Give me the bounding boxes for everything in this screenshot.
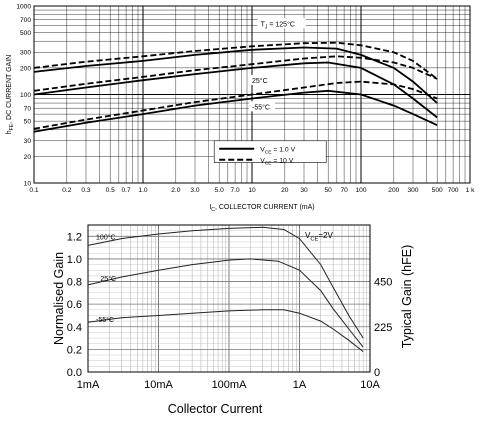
annotation-bg [249, 101, 275, 112]
x-tick-label: 20 [281, 187, 289, 194]
grid [87, 224, 371, 373]
x-tick-label: 30 [300, 187, 308, 194]
y-tick-label: 500 [20, 30, 31, 37]
y-tick-label: 0.2 [67, 344, 82, 356]
x-tick-label: 10 [248, 187, 256, 194]
x-tick-label: 5.0 [215, 187, 224, 194]
y-tick-label: 30 [24, 138, 32, 145]
vce-condition-label: VCE=2V [305, 231, 333, 242]
y-axis-label-right: Typical Gain (hFE) [400, 245, 414, 349]
x-tick-label: 200 [388, 187, 399, 194]
y-tick-label: 0.6 [67, 299, 82, 311]
temperature-annotation: -55°C [96, 316, 114, 324]
y-tick-label: 100 [20, 92, 31, 99]
x-tick-label: 0.5 [106, 187, 115, 194]
legend-box [213, 140, 327, 163]
y-tick-label: 700 [20, 17, 31, 24]
legend-label: VCE = 10 V [260, 157, 294, 166]
y-tick-label: 20 [24, 154, 32, 161]
x-tick-label: 0.1 [29, 187, 38, 194]
series-line--55-dashed [33, 80, 438, 130]
legend-label: VCE = 1.0 V [260, 146, 295, 155]
x-tick-label: 10A [360, 379, 380, 391]
right-tick-label: 225 [374, 322, 392, 334]
x-tick-label: 100 [355, 187, 366, 194]
series-line-0 [87, 226, 364, 339]
x-tick-label: 700 [448, 187, 459, 194]
x-tick-label: 0.2 [62, 187, 71, 194]
x-tick-label: 1A [293, 379, 307, 391]
temperature-annotation: 25°C [252, 77, 268, 85]
x-tick-label: 1.0 [138, 187, 147, 194]
y-tick-label: 300 [20, 50, 31, 57]
series-line-25-dashed [33, 55, 438, 92]
y-tick-label: 0.8 [67, 277, 82, 289]
temperature-annotation: -55°C [252, 103, 270, 111]
right-tick-label: 450 [374, 277, 392, 289]
x-tick-label: 70 [340, 187, 348, 194]
y-tick-label: 1000 [16, 3, 31, 10]
x-tick-label: 50 [325, 187, 333, 194]
x-tick-label: 100mA [212, 379, 248, 391]
y-axis-label: hFE, DC CURRENT GAIN [6, 55, 15, 134]
x-tick-label: 500 [432, 187, 443, 194]
x-tick-label: 0.7 [122, 187, 131, 194]
x-tick-label: 10mA [144, 379, 173, 391]
annotation-bg [249, 74, 275, 85]
y-tick-label: 1.2 [67, 231, 82, 243]
x-tick-label: 3.0 [190, 187, 199, 194]
series-line-125-solid [33, 46, 438, 104]
x-tick-label: 7.0 [231, 187, 240, 194]
y-tick-label: 0.4 [67, 322, 82, 334]
series-line-125-dashed [33, 41, 438, 80]
x-tick-label: 2.0 [171, 187, 180, 194]
annotation-bg [257, 18, 306, 29]
x-tick-label: 1mA [77, 379, 100, 391]
temperature-annotation: TJ = 125°C [261, 20, 295, 30]
x-axis-label: Collector Current [168, 402, 263, 416]
plot-frame [87, 224, 371, 373]
x-tick-label: 0.3 [81, 187, 90, 194]
series-line--55-solid [33, 89, 438, 133]
temperature-annotation: 100°C [96, 233, 116, 241]
x-axis-label: IC, COLLECTOR CURRENT (mA) [209, 204, 314, 213]
right-tick-label: 0 [374, 367, 380, 379]
series-line-2 [87, 309, 364, 352]
y-tick-label: 50 [24, 119, 32, 126]
dc-current-gain-chart: 0.1 0.2 0.3 0.5 0.7 1.0 2.0 3.0 5.0 7.0 10 20 30 50 70… [6, 3, 475, 213]
y-tick-label: 200 [20, 65, 31, 72]
y-axis-label-left: Normalised Gain [52, 252, 66, 345]
y-tick-label: 10 [24, 180, 32, 187]
series-line-1 [87, 258, 364, 348]
x-tick-label: 300 [407, 187, 418, 194]
y-tick-label: 0.0 [67, 367, 82, 379]
y-tick-label: 1.0 [67, 254, 82, 266]
x-tick-label: 1 k [466, 187, 475, 194]
y-tick-label: 70 [24, 106, 32, 113]
series-line-25-solid [33, 61, 438, 119]
temperature-annotation: 25°C [100, 275, 116, 283]
